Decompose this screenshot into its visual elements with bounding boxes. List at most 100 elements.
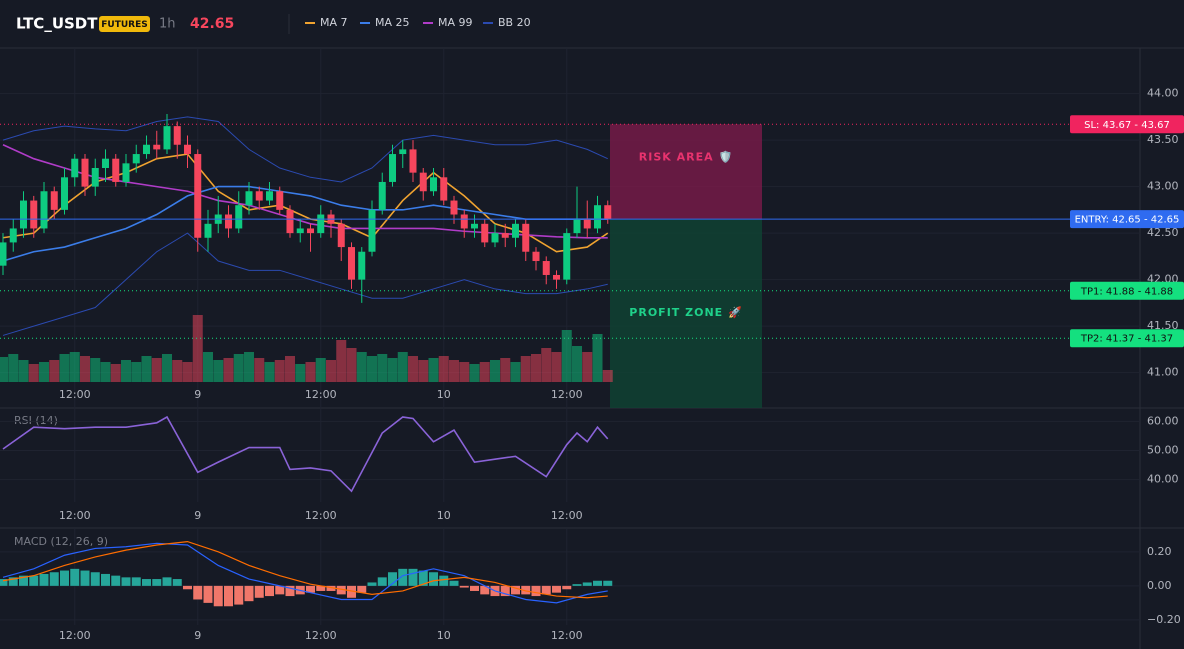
- histogram-bar: [480, 585, 490, 595]
- histogram-bar: [49, 572, 59, 586]
- candle-body: [143, 144, 150, 155]
- candle-body: [40, 191, 48, 229]
- histogram-bar: [101, 573, 110, 586]
- histogram-bar: [0, 579, 8, 586]
- candle-body: [481, 223, 489, 243]
- histogram-bar: [162, 577, 172, 586]
- x-tick-label: 9: [194, 629, 201, 642]
- x-tick-label: 12:00: [305, 509, 337, 522]
- y-tick-label: 42.50: [1147, 226, 1179, 239]
- volume-bar: [438, 356, 449, 382]
- volume-bar: [110, 364, 121, 382]
- last-price: 42.65: [190, 16, 234, 32]
- histogram-bar: [562, 585, 572, 590]
- overlay-line: [2, 232, 608, 336]
- pane-title: RSI (14): [14, 414, 58, 427]
- volume-bar: [151, 358, 162, 382]
- legend-label: MA 99: [438, 16, 473, 29]
- volume-bar: [582, 352, 593, 382]
- volume-bar: [8, 354, 19, 382]
- volume-bar: [377, 354, 388, 382]
- volume-bar: [449, 360, 459, 382]
- volume-bar: [285, 356, 295, 382]
- candle-body: [542, 261, 550, 275]
- candle-body: [553, 274, 560, 280]
- candle-body: [184, 144, 191, 155]
- level-tag-bg: [1070, 329, 1184, 348]
- volume-bar: [531, 354, 541, 382]
- histogram-bar: [347, 585, 356, 598]
- legend-label: BB 20: [498, 16, 531, 29]
- histogram-bar: [572, 584, 582, 586]
- histogram-bar: [234, 585, 244, 605]
- candle-body: [317, 214, 325, 234]
- volume-bar: [295, 364, 306, 382]
- histogram-bar: [60, 570, 69, 586]
- volume-bar: [0, 357, 8, 382]
- volume-bar: [162, 354, 172, 382]
- candle-body: [450, 200, 458, 215]
- volume-bar: [172, 360, 183, 382]
- candle-body: [0, 242, 7, 266]
- histogram-bar: [213, 585, 223, 607]
- volume-bar: [469, 364, 480, 382]
- level-tag-bg: [1070, 210, 1184, 229]
- volume-bar: [28, 364, 39, 382]
- candle-body: [348, 247, 355, 280]
- candle-body: [266, 191, 273, 201]
- volume-bar: [346, 348, 357, 382]
- histogram-bar: [254, 585, 264, 598]
- volume-bar: [223, 358, 234, 382]
- candle-body: [573, 219, 581, 234]
- candle-body: [594, 205, 601, 229]
- volume-bar: [233, 354, 244, 382]
- volume-bar: [510, 362, 521, 382]
- candle-body: [337, 223, 345, 248]
- y-tick-label: 60.00: [1147, 414, 1179, 427]
- y-tick-label: 44.00: [1147, 87, 1179, 100]
- histogram-bar: [398, 568, 408, 586]
- histogram-bar: [603, 580, 613, 586]
- candle-body: [61, 177, 68, 210]
- candle-body: [419, 172, 427, 192]
- histogram-bar: [357, 585, 367, 593]
- histogram-bar: [521, 585, 531, 595]
- histogram-bar: [593, 580, 602, 586]
- candle-body: [307, 228, 314, 234]
- candle-body: [30, 200, 38, 229]
- volume-bar: [479, 362, 490, 382]
- zone-label: PROFIT ZONE 🚀: [629, 306, 742, 319]
- candle-body: [491, 233, 499, 243]
- pane-title: MACD (12, 26, 9): [14, 535, 108, 548]
- histogram-bar: [582, 582, 592, 586]
- zone-label: RISK AREA 🛡️: [639, 151, 733, 164]
- candle-body: [194, 154, 202, 238]
- y-tick-label: −0.20: [1147, 613, 1181, 626]
- histogram-bar: [285, 585, 295, 597]
- candle-body: [9, 228, 17, 243]
- overlay-line: [2, 116, 608, 183]
- volume-bar: [418, 360, 429, 382]
- candle-body: [50, 191, 58, 210]
- level-tag-bg: [1070, 281, 1184, 300]
- histogram-bar: [8, 577, 18, 586]
- volume-bar: [69, 352, 80, 382]
- x-tick-label: 12:00: [59, 509, 91, 522]
- y-tick-label: 41.50: [1147, 319, 1179, 332]
- x-tick-label: 10: [437, 388, 451, 401]
- volume-bar: [305, 362, 316, 382]
- volume-bar: [49, 360, 60, 382]
- zone: [610, 124, 762, 220]
- level-tag: SL: 43.67 - 43.67: [1084, 120, 1170, 131]
- histogram-bar: [408, 568, 418, 586]
- volume-bar: [59, 354, 70, 382]
- histogram-bar: [183, 585, 192, 590]
- histogram-bar: [388, 572, 397, 586]
- badge: FUTURES: [101, 20, 147, 30]
- candle-body: [286, 209, 294, 234]
- histogram-bar: [500, 585, 510, 597]
- volume-bar: [541, 348, 552, 382]
- volume-bar: [500, 358, 511, 382]
- level-tag-bg: [1070, 115, 1184, 134]
